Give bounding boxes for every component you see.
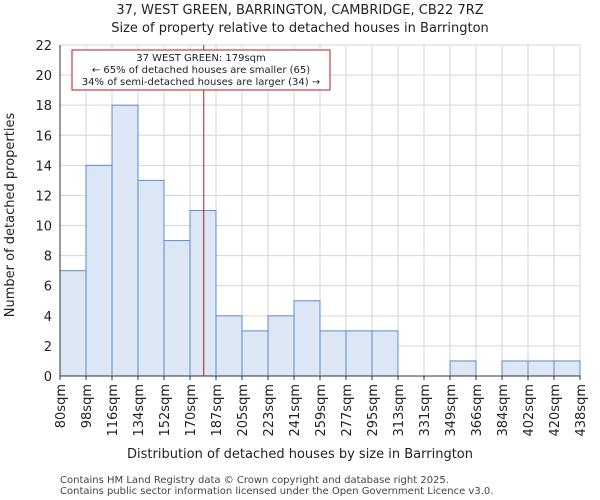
bar (527, 360, 555, 377)
y-tick-label: 14 (35, 159, 52, 174)
x-tick-label: 134sqm (132, 384, 147, 437)
annotation-line-3: 34% of semi-detached houses are larger (… (82, 77, 320, 88)
x-tick-label: 366sqm (470, 384, 485, 437)
y-tick-label: 16 (35, 129, 52, 144)
bar (111, 104, 139, 377)
x-tick-label: 349sqm (444, 384, 459, 437)
bar (553, 360, 581, 377)
footer-line-2: Contains public sector information licen… (60, 486, 493, 497)
x-tick-label: 223sqm (262, 384, 277, 437)
bar (319, 330, 347, 377)
y-tick-label: 22 (35, 39, 52, 54)
bar (449, 360, 477, 377)
annotation-box (71, 49, 331, 91)
bar (241, 330, 269, 377)
x-tick-label: 152sqm (158, 384, 173, 437)
bar (59, 270, 87, 377)
x-tick-label: 438sqm (574, 384, 589, 437)
x-tick-label: 259sqm (314, 384, 329, 437)
x-tick-label: 98sqm (80, 384, 95, 428)
y-tick-labels: 0 2 4 6 8 10 12 14 16 18 20 22 (35, 39, 52, 385)
bars (59, 104, 581, 377)
axes (59, 45, 581, 380)
y-tick-label: 12 (35, 189, 52, 204)
x-tick-label: 384sqm (496, 384, 511, 437)
x-tick-label: 80sqm (54, 384, 69, 428)
x-tick-label: 331sqm (418, 384, 433, 437)
bar (293, 300, 321, 377)
gridlines (59, 44, 581, 377)
bar (85, 164, 113, 377)
bar (267, 315, 295, 377)
annotation-line-2: ← 65% of detached houses are smaller (65… (92, 65, 310, 76)
y-tick-label: 2 (44, 340, 52, 355)
y-tick-label: 10 (35, 220, 52, 235)
x-tick-label: 241sqm (288, 384, 303, 437)
bar (371, 330, 399, 377)
chart-title: 37, WEST GREEN, BARRINGTON, CAMBRIDGE, C… (116, 3, 483, 18)
x-tick-label: 170sqm (184, 384, 199, 437)
y-tick-label: 0 (44, 370, 52, 385)
y-tick-label: 8 (44, 250, 52, 265)
bar (137, 179, 165, 377)
x-axis-label: Distribution of detached houses by size … (127, 447, 473, 462)
x-tick-label: 313sqm (392, 384, 407, 437)
bar (345, 330, 373, 377)
bar (501, 360, 529, 377)
x-tick-label: 187sqm (210, 384, 225, 437)
bar (163, 240, 191, 377)
x-tick-label: 420sqm (548, 384, 563, 437)
bar (215, 315, 243, 377)
annotation-line-1: 37 WEST GREEN: 179sqm (136, 53, 266, 64)
y-tick-label: 4 (44, 310, 52, 325)
x-tick-label: 402sqm (522, 384, 537, 437)
x-tick-label: 277sqm (340, 384, 355, 437)
x-tick-label: 295sqm (366, 384, 381, 437)
x-tick-label: 116sqm (106, 384, 121, 437)
footer-line-1: Contains HM Land Registry data © Crown c… (60, 475, 449, 486)
x-tick-label: 205sqm (236, 384, 251, 437)
chart-subtitle: Size of property relative to detached ho… (111, 21, 489, 36)
x-tick-labels: 80sqm 98sqm 116sqm 134sqm 152sqm 170sqm 187sqm… (54, 384, 589, 437)
y-tick-label: 20 (35, 69, 52, 84)
bar (189, 210, 217, 377)
y-axis-label: Number of detached properties (3, 113, 18, 318)
y-tick-label: 6 (44, 280, 52, 295)
y-tick-label: 18 (35, 99, 52, 114)
